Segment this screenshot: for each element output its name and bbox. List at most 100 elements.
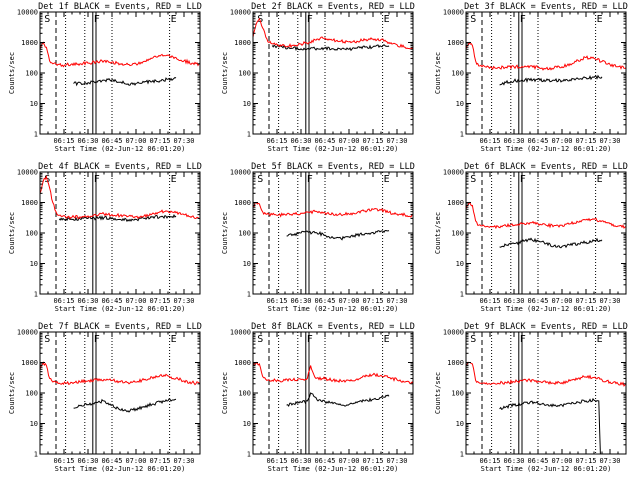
chart-panel-7: Det 7f BLACK = Events, RED = LLD S F E 1 10 10… [8,322,202,473]
segment-marker-s: S [257,334,263,345]
y-tick-label: 1 [34,291,38,299]
x-tick-label: 06:45 [314,457,335,465]
chart-panel-5: Det 5f BLACK = Events, RED = LLD S F E 1 10 10… [221,162,415,313]
segment-marker-e: E [171,334,177,345]
segment-marker-s: S [470,334,476,345]
series-line-lld [39,361,201,386]
y-axis-label: Counts/sec [221,212,229,254]
chart-title: Det 5f BLACK = Events, RED = LLD [251,162,415,172]
x-tick-label: 06:15 [53,137,74,145]
x-tick-label: 07:00 [338,137,359,145]
y-tick-label: 100 [238,390,251,398]
x-tick-label: 06:15 [266,457,287,465]
chart-panel-8: Det 8f BLACK = Events, RED = LLD S F E 1 10 10… [221,322,415,473]
series-line-lld [465,361,627,387]
y-tick-label: 1000 [234,39,251,47]
x-tick-label: 06:45 [101,457,122,465]
segment-marker-f: F [307,174,313,185]
x-tick-label: 07:15 [149,297,170,305]
x-tick-label: 06:15 [479,297,500,305]
y-tick-label: 1000 [447,39,464,47]
series-line-lld [465,201,627,230]
series-line-events [73,76,177,87]
x-tick-label: 06:15 [266,297,287,305]
plot-frame [465,171,627,295]
y-tick-label: 10000 [230,9,251,17]
x-tick-label: 06:30 [503,137,524,145]
x-tick-label: 07:30 [386,457,407,465]
y-tick-label: 10 [456,260,464,268]
x-axis-label: Start Time (02-Jun-12 06:01:20) [481,145,612,153]
segment-marker-f: F [307,334,313,345]
y-axis-label: Counts/sec [8,52,16,94]
x-axis-label: Start Time (02-Jun-12 06:01:20) [481,465,612,473]
x-tick-label: 06:45 [527,297,548,305]
chart-title: Det 9f BLACK = Events, RED = LLD [464,322,628,332]
y-tick-label: 1 [34,451,38,459]
x-tick-label: 06:45 [527,137,548,145]
y-tick-label: 1 [247,131,251,139]
y-tick-label: 1 [460,451,464,459]
x-tick-label: 06:45 [527,457,548,465]
x-tick-label: 07:15 [149,457,170,465]
segment-marker-s: S [257,174,263,185]
series-line-lld [252,201,414,218]
y-tick-label: 1 [460,131,464,139]
plot-frame [39,11,201,135]
y-tick-label: 1000 [234,359,251,367]
x-tick-label: 06:30 [503,297,524,305]
x-tick-label: 07:15 [575,457,596,465]
plot-frame [252,11,414,135]
segment-marker-s: S [470,14,476,25]
x-tick-label: 07:00 [551,297,572,305]
x-axis-label: Start Time (02-Jun-12 06:01:20) [55,465,186,473]
x-tick-label: 07:30 [173,297,194,305]
y-tick-label: 10000 [17,9,38,17]
y-tick-label: 1 [460,291,464,299]
y-axis-label: Counts/sec [221,52,229,94]
segment-marker-f: F [94,174,100,185]
x-tick-label: 07:00 [551,137,572,145]
segment-marker-f: F [94,14,100,25]
x-tick-label: 06:30 [77,137,98,145]
x-tick-label: 06:30 [290,457,311,465]
plot-frame [252,331,414,455]
chart-panel-9: Det 9f BLACK = Events, RED = LLD S F E 1 10 10… [434,322,628,473]
x-axis-label: Start Time (02-Jun-12 06:01:20) [55,145,186,153]
x-tick-label: 07:00 [338,457,359,465]
y-tick-label: 10000 [17,329,38,337]
series-line-events [271,43,390,52]
series-line-lld [252,361,414,385]
segment-marker-e: E [171,174,177,185]
x-tick-label: 07:15 [575,297,596,305]
y-tick-label: 10 [243,260,251,268]
x-axis-label: Start Time (02-Jun-12 06:01:20) [268,465,399,473]
y-tick-label: 100 [238,70,251,78]
series-line-lld [39,175,201,220]
chart-title: Det 1f BLACK = Events, RED = LLD [38,2,202,12]
segment-marker-s: S [470,174,476,185]
series-line-events [58,213,177,223]
segment-marker-e: E [384,14,390,25]
y-tick-label: 1000 [21,359,38,367]
y-tick-label: 100 [25,390,38,398]
x-axis-label: Start Time (02-Jun-12 06:01:20) [481,305,612,313]
y-tick-label: 10 [456,420,464,428]
x-tick-label: 07:15 [575,137,596,145]
x-tick-label: 07:00 [338,297,359,305]
segment-marker-f: F [94,334,100,345]
segment-marker-s: S [44,334,50,345]
y-tick-label: 10000 [443,329,464,337]
segment-marker-s: S [44,14,50,25]
y-tick-label: 10000 [17,169,38,177]
x-tick-label: 07:15 [362,297,383,305]
x-axis-label: Start Time (02-Jun-12 06:01:20) [268,145,399,153]
x-tick-label: 06:30 [77,457,98,465]
x-tick-label: 06:30 [290,297,311,305]
y-tick-label: 10000 [230,169,251,177]
series-line-events [499,397,601,455]
x-tick-label: 07:30 [386,137,407,145]
series-line-events [73,398,177,413]
series-line-lld [252,17,414,50]
